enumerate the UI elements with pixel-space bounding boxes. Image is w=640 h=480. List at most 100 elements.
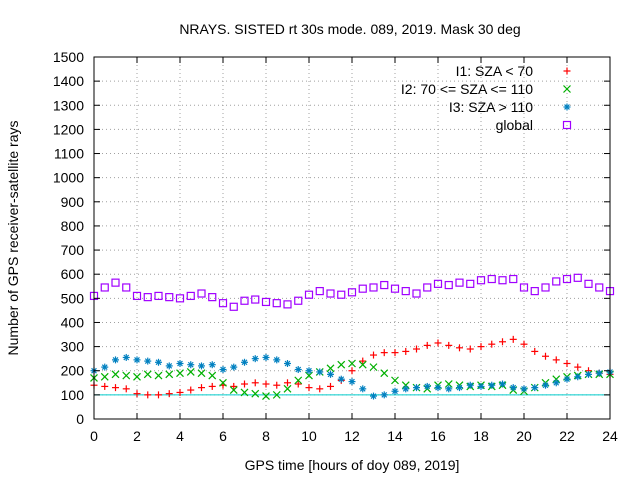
i3-point: [348, 378, 356, 386]
x-tick-label: 4: [176, 428, 184, 444]
i1-point: [542, 352, 549, 360]
i2-point: [337, 360, 346, 369]
i1-point: [499, 338, 506, 346]
x-tick-label: 14: [387, 428, 403, 444]
i2-point: [262, 392, 270, 400]
global-point: [272, 299, 281, 308]
i3-point: [359, 385, 367, 393]
i3-point: [552, 379, 560, 387]
x-tick-label: 0: [90, 428, 98, 444]
i3-point: [488, 381, 496, 389]
i1-point: [262, 380, 270, 388]
i3-point: [531, 384, 539, 392]
global-point: [401, 286, 410, 296]
global-point: [240, 296, 249, 305]
i1-point: [144, 391, 152, 399]
i3-point: [273, 356, 281, 364]
i2-point: [348, 359, 356, 368]
global-point: [122, 283, 131, 292]
global-point: [423, 283, 432, 292]
i1-point: [477, 343, 485, 351]
i1-point: [509, 335, 517, 343]
i1-point: [122, 385, 130, 393]
global-point: [132, 291, 142, 301]
y-tick-label: 1500: [53, 49, 84, 65]
legend-label-i3: I3: SZA > 110: [449, 99, 533, 115]
i3-point: [499, 380, 506, 388]
i2-point: [154, 371, 163, 380]
i1-point: [531, 347, 539, 355]
chart-title: NRAYS. SISTED rt 30s mode. 089, 2019. Ma…: [179, 21, 520, 37]
y-tick-label: 500: [61, 290, 85, 306]
i3-point: [337, 375, 345, 383]
y-tick-label: 1200: [53, 121, 84, 137]
y-tick-label: 100: [61, 387, 85, 403]
i1-point: [155, 391, 162, 399]
global-point: [369, 283, 378, 292]
global-point: [519, 283, 529, 292]
global-point: [433, 279, 443, 288]
y-tick-labels: 0 100 200 300 400 500 600 700 800 900 1000 1100 1200…: [53, 49, 84, 427]
i2-point: [369, 363, 378, 372]
i1-point: [198, 384, 205, 392]
i1-point: [187, 386, 195, 394]
i3-point: [445, 385, 453, 393]
x-tick-label: 20: [516, 428, 532, 444]
i3-point: [230, 363, 238, 371]
i2-point: [358, 360, 367, 369]
i3-point: [402, 385, 410, 393]
global-point: [487, 274, 496, 284]
i2-point: [240, 388, 249, 397]
i2-point: [186, 368, 195, 376]
i2-point: [552, 375, 561, 384]
x-tick-label: 18: [473, 428, 489, 444]
y-tick-label: 200: [61, 363, 85, 379]
i1-point: [112, 384, 119, 392]
legend-label-global: global: [496, 117, 533, 133]
global-point: [229, 302, 238, 311]
global-point: [584, 279, 593, 288]
legend-marker-global: [562, 120, 572, 130]
global-point: [304, 290, 314, 299]
i1-point: [251, 379, 259, 387]
global-point: [251, 295, 260, 304]
i1-point: [305, 384, 313, 392]
i2-point: [251, 389, 260, 398]
i1-point: [241, 380, 248, 388]
y-tick-label: 1100: [54, 146, 84, 162]
y-tick-label: 700: [61, 242, 85, 258]
i3-point: [251, 355, 259, 363]
i1-point: [284, 379, 291, 387]
global-point: [283, 300, 292, 309]
y-tick-label: 800: [61, 218, 85, 234]
i1-point: [402, 347, 410, 355]
i1-point: [316, 385, 324, 393]
global-point: [315, 286, 324, 296]
i3-point: [413, 384, 420, 392]
i1-point: [488, 340, 496, 348]
i3-point: [284, 359, 291, 367]
i3-point: [466, 381, 474, 389]
i3-point: [208, 361, 216, 369]
i2-point: [176, 369, 184, 378]
i2-point: [197, 369, 206, 378]
legend-label-i2: I2: 70 <= SZA <= 110: [401, 81, 533, 97]
i1-point: [413, 345, 420, 353]
i2-point: [272, 390, 281, 399]
global-point: [509, 274, 518, 284]
i3-point: [241, 358, 248, 366]
global-point: [337, 290, 346, 299]
i2-point: [165, 370, 174, 379]
global-point: [261, 297, 271, 307]
i3-point: [198, 362, 205, 370]
i2-point: [380, 369, 389, 378]
i1-point: [230, 382, 238, 390]
global-point: [358, 284, 367, 293]
i3-point: [456, 384, 463, 392]
i1-point: [520, 340, 528, 348]
x-tick-label: 16: [430, 428, 446, 444]
i1-point: [101, 382, 109, 390]
y-tick-label: 1400: [53, 73, 84, 89]
x-tick-label: 22: [559, 428, 575, 444]
y-tick-label: 400: [61, 314, 85, 330]
